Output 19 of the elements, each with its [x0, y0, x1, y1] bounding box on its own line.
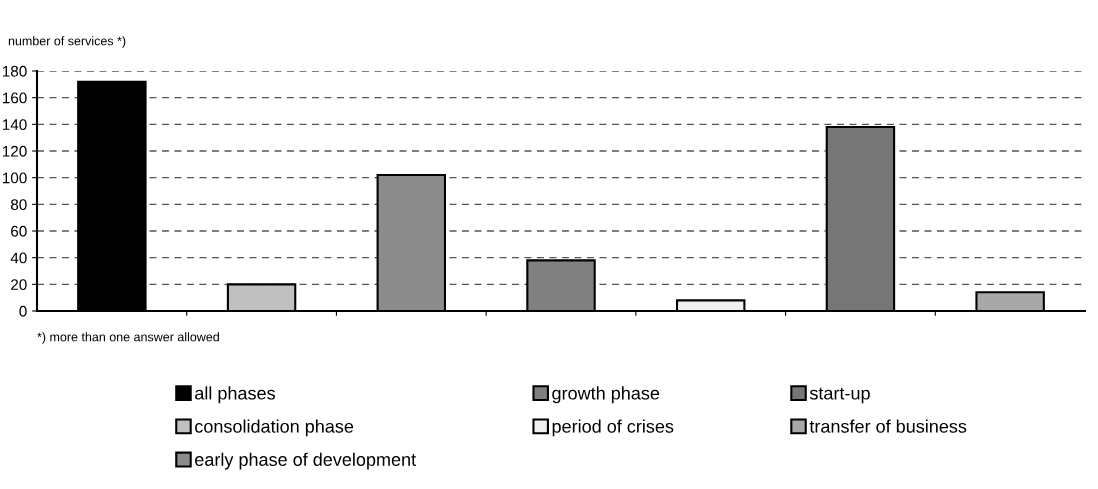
y-tick-label: 20 — [11, 279, 27, 291]
y-tick-label: 160 — [2, 92, 27, 104]
legend-label: period of crises — [552, 419, 674, 437]
legend-label: early phase of development — [195, 452, 416, 470]
y-tick-label: 180 — [2, 65, 27, 77]
legend-label: start-up — [809, 387, 870, 404]
y-tick-label: 80 — [10, 199, 27, 211]
legend-label: consolidation phase — [195, 419, 354, 437]
legend-label: all phases — [195, 386, 275, 404]
y-tick-label: 140 — [2, 119, 27, 131]
y-axis-title: number of services *) — [8, 36, 126, 48]
text: *) more than one answer allowed — [37, 332, 219, 344]
y-tick-label: 100 — [2, 172, 27, 184]
legend-label: transfer of business — [809, 419, 967, 433]
y-tick-label: 0 — [19, 305, 27, 317]
y-tick-label: 40 — [10, 252, 27, 264]
y-tick-label: 60 — [11, 225, 27, 237]
y-tick-label: 120 — [2, 145, 27, 157]
legend-label: growth phase — [552, 386, 660, 404]
